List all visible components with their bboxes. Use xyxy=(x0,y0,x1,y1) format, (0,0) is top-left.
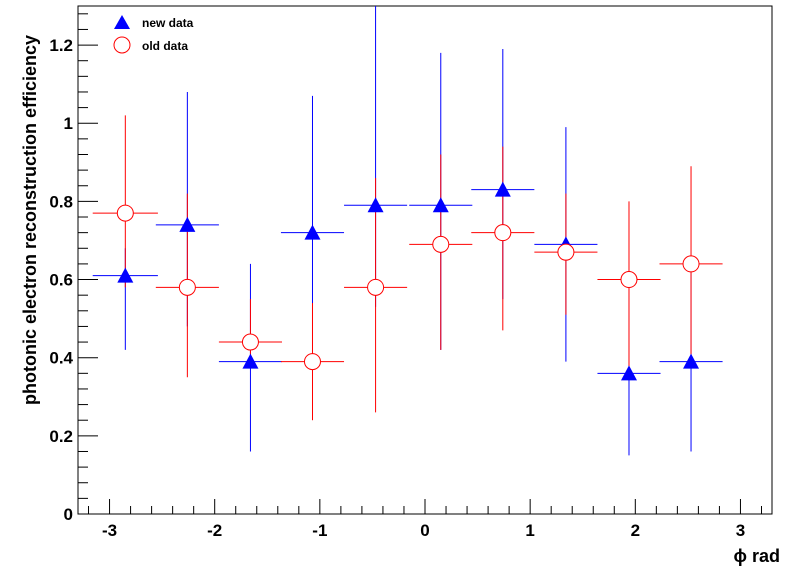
legend-label-new: new data xyxy=(142,16,194,30)
data-point-circle xyxy=(682,255,700,273)
x-tick-label: -2 xyxy=(207,521,222,540)
data-point-triangle xyxy=(620,365,637,381)
data-point-triangle xyxy=(179,216,196,232)
data-point-triangle xyxy=(683,353,700,369)
data-point-triangle xyxy=(432,197,449,213)
data-point-circle xyxy=(620,271,638,289)
data-point-circle xyxy=(494,224,512,242)
y-axis-title: photonic electron reconstruction efficie… xyxy=(20,35,40,405)
data-point-triangle xyxy=(242,353,259,369)
x-tick-label: -1 xyxy=(312,521,327,540)
x-tick-label: 3 xyxy=(736,521,745,540)
x-tick-label: 2 xyxy=(631,521,640,540)
x-axis-title: ϕ rad xyxy=(733,546,780,566)
data-point-circle xyxy=(432,235,450,253)
y-tick-label: 0.6 xyxy=(49,271,73,290)
y-tick-label: 0.8 xyxy=(49,192,73,211)
y-tick-label: 0.4 xyxy=(49,349,73,368)
data-point-circle xyxy=(557,243,575,261)
y-tick-label: 1 xyxy=(64,114,73,133)
x-tick-label: 0 xyxy=(420,521,429,540)
legend-circle-icon xyxy=(113,36,131,54)
legend: new data old data xyxy=(113,15,194,54)
plot-frame xyxy=(77,5,773,515)
data-point-circle xyxy=(241,333,259,351)
data-point-circle xyxy=(303,353,321,371)
data-point-circle xyxy=(178,278,196,296)
data-point-triangle xyxy=(367,197,384,213)
data-point-circle xyxy=(116,204,134,222)
legend-label-old: old data xyxy=(142,39,188,53)
data-point-triangle xyxy=(304,224,321,240)
data-point-triangle xyxy=(494,181,511,197)
axis-ticks: -3 -2 -1 0 1 2 3 0 0.2 0.4 0.6 0.8 1 1.2 xyxy=(49,13,762,540)
data-point-triangle xyxy=(117,267,134,283)
x-tick-label: -3 xyxy=(102,521,117,540)
legend-triangle-icon xyxy=(114,15,130,29)
data-markers xyxy=(116,181,700,381)
data-point-circle xyxy=(367,278,385,296)
y-tick-label: 1.2 xyxy=(49,36,73,55)
y-tick-label: 0 xyxy=(64,505,73,524)
y-tick-label: 0.2 xyxy=(49,427,73,446)
x-tick-label: 1 xyxy=(525,521,534,540)
